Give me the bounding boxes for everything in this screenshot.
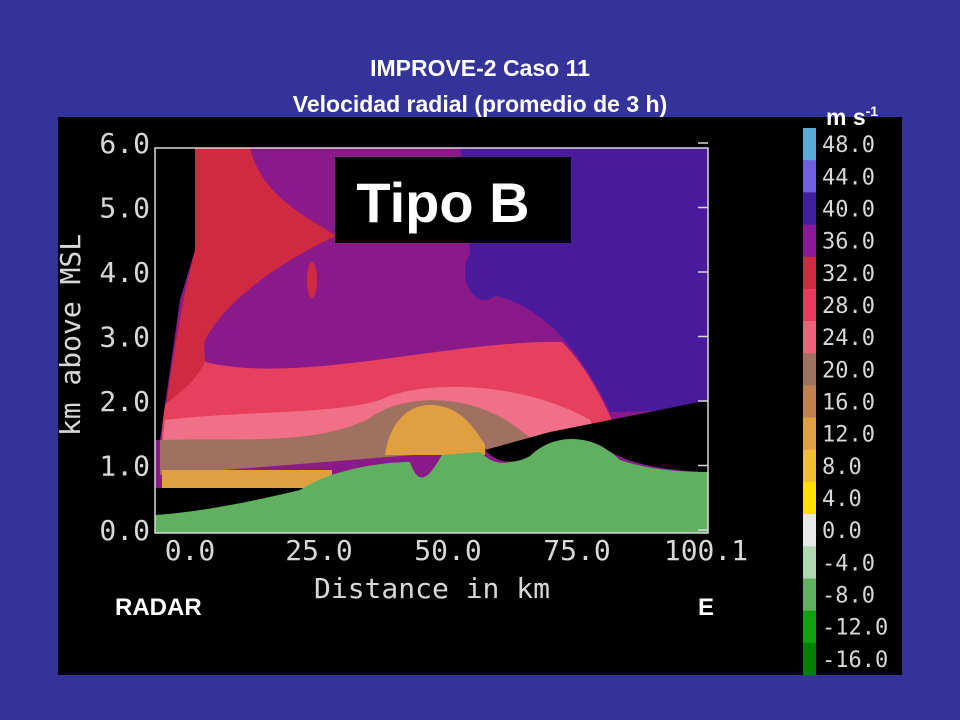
- y-tick-label: 1.0: [99, 450, 150, 483]
- colorbar-swatch: [803, 417, 816, 451]
- terrain: [155, 437, 708, 533]
- colorbar-label: 4.0: [822, 487, 862, 512]
- mask: [485, 400, 708, 472]
- contour: [162, 470, 332, 488]
- colorbar-label: -8.0: [822, 584, 875, 609]
- colorbar-label: -12.0: [822, 616, 888, 641]
- colorbar-swatch: [803, 256, 816, 290]
- y-tick-label: 0.0: [99, 514, 150, 547]
- axes: 0.0 1.0 2.0 3.0 4.0 5.0 6.0 0.0 25.0 50.0 75.0 100.…: [99, 127, 748, 567]
- units-base: m s: [826, 104, 866, 130]
- x-tick-label: 75.0: [543, 534, 610, 567]
- colorbar-label: 20.0: [822, 358, 875, 383]
- colorbar-swatch: [803, 642, 816, 676]
- contour: [385, 405, 485, 455]
- colorbar-swatch: [803, 288, 816, 322]
- colorbar-swatch: [803, 514, 816, 547]
- colorbar-swatch: [803, 578, 816, 612]
- colorbar-swatch: [803, 449, 816, 483]
- colorbar-label: 48.0: [822, 133, 875, 158]
- colorbar-label: 12.0: [822, 423, 875, 448]
- colorbar: 48.0 44.0 40.0 36.0 32.0 28.0 24.0 20.0 16.0 12.0…: [803, 128, 888, 676]
- x-tick-label: 0.0: [165, 534, 216, 567]
- units: m s-1: [826, 103, 878, 130]
- y-tick-label: 3.0: [99, 321, 150, 354]
- contour: [307, 262, 317, 298]
- contour-field: [155, 148, 708, 537]
- y-tick-label: 2.0: [99, 385, 150, 418]
- title-line: IMPROVE-2 Caso 11: [370, 55, 590, 81]
- colorbar-swatch: [803, 610, 816, 644]
- x-axis-label: Distance in km: [314, 572, 550, 605]
- colorbar-swatch: [803, 128, 816, 161]
- colorbar-swatch: [803, 385, 816, 419]
- x-tick-label: 100.1: [664, 534, 748, 567]
- colorbar-label: 44.0: [822, 165, 875, 190]
- colorbar-swatch: [803, 321, 816, 354]
- colorbar-label: 0.0: [822, 519, 862, 544]
- colorbar-label: 16.0: [822, 391, 875, 416]
- colorbar-swatch: [803, 481, 816, 515]
- colorbar-swatch: [803, 192, 816, 226]
- plot-frame: [154, 147, 709, 534]
- colorbar-label: -4.0: [822, 551, 875, 576]
- colorbar-swatch: [803, 160, 816, 193]
- y-tick-label: 4.0: [99, 256, 150, 289]
- title-line: Velocidad radial (promedio de 3 h): [293, 91, 667, 117]
- units-exponent: -1: [866, 103, 879, 119]
- colorbar-swatch: [803, 353, 816, 386]
- colorbar-label: 36.0: [822, 230, 875, 255]
- colorbar-label: 40.0: [822, 197, 875, 222]
- colorbar-swatch: [803, 224, 816, 258]
- footer-right: E: [698, 594, 714, 621]
- y-tick-label: 5.0: [99, 192, 150, 225]
- colorbar-label: -16.0: [822, 648, 888, 673]
- colorbar-label: 24.0: [822, 326, 875, 351]
- contour: [465, 244, 505, 300]
- footer-left: RADAR: [115, 594, 202, 621]
- colorbar-swatch: [803, 546, 816, 579]
- colorbar-label: 28.0: [822, 294, 875, 319]
- y-tick-label: 6.0: [99, 127, 150, 160]
- annotation: Tipo B: [356, 171, 529, 234]
- mask: [155, 148, 195, 440]
- x-tick-label: 50.0: [414, 534, 481, 567]
- colorbar-label: 8.0: [822, 455, 862, 480]
- annotation-box: [335, 157, 571, 243]
- y-axis-label: km above MSL: [54, 234, 87, 436]
- colorbar-label: 32.0: [822, 262, 875, 287]
- x-tick-label: 25.0: [285, 534, 352, 567]
- mask: [155, 533, 708, 537]
